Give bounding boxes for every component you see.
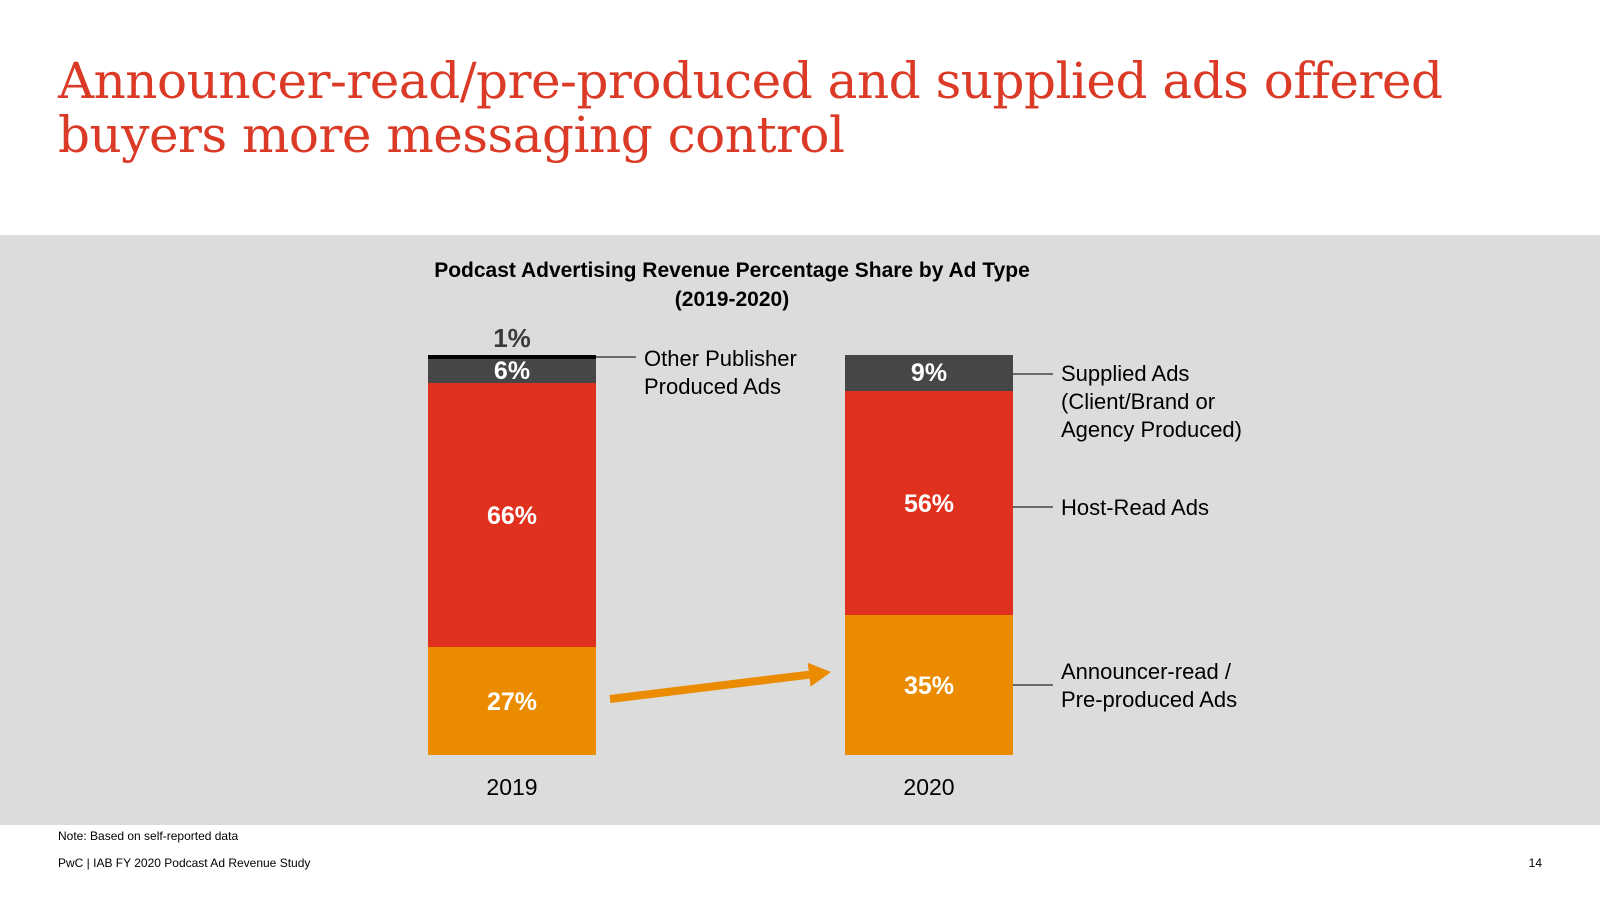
bar-2020-supplied-ads-client-brand-or-agency-produced- <box>845 355 1013 391</box>
footnote: Note: Based on self-reported data <box>58 829 239 843</box>
legend-label-0-line-0: Other Publisher <box>644 346 797 371</box>
bar-2019-host-read-ads <box>428 383 596 647</box>
legend-label-0-line-1: Produced Ads <box>644 374 781 399</box>
legend-label-1-line-1: (Client/Brand or <box>1061 389 1215 414</box>
legend-label-1-line-2: Agency Produced) <box>1061 417 1242 442</box>
growth-arrow-shaft <box>609 670 810 703</box>
chart-panel: Podcast Advertising Revenue Percentage S… <box>0 235 1600 825</box>
chart-subtitle: (2019-2020) <box>675 288 789 311</box>
growth-arrow-head <box>807 662 831 687</box>
chart-title: Podcast Advertising Revenue Percentage S… <box>434 259 1030 282</box>
bar-2020-announcer-read-pre-produced-ads <box>845 615 1013 755</box>
x-tick-label-2020: 2020 <box>903 774 954 800</box>
stacked-bar-chart: Podcast Advertising Revenue Percentage S… <box>428 259 1242 800</box>
legend-label-3-line-1: Pre-produced Ads <box>1061 687 1237 712</box>
bar-2019-announcer-read-pre-produced-ads <box>428 647 596 755</box>
data-label-2019-1: 66% <box>487 502 537 530</box>
footer-source: PwC | IAB FY 2020 Podcast Ad Revenue Stu… <box>58 856 311 870</box>
data-label-2019-0: 27% <box>487 688 537 716</box>
data-label-2020-2: 9% <box>911 359 947 387</box>
data-label-2019-3: 1% <box>493 323 531 353</box>
bar-2020-host-read-ads <box>845 391 1013 615</box>
legend-label-2-line-0: Host-Read Ads <box>1061 495 1209 520</box>
bar-2019-other-publisher-produced-ads <box>428 355 596 359</box>
data-label-2020-1: 56% <box>904 490 954 518</box>
page-number: 14 <box>1528 856 1542 870</box>
slide-title: Announcer-read/pre-produced and supplied… <box>58 52 1443 164</box>
bar-2019-supplied-ads-client-brand-or-agency-produced- <box>428 359 596 383</box>
legend-label-1-line-0: Supplied Ads <box>1061 361 1189 386</box>
data-label-2020-0: 35% <box>904 672 954 700</box>
data-label-2019-2: 6% <box>494 357 530 385</box>
x-tick-label-2019: 2019 <box>486 774 537 800</box>
legend-label-3-line-0: Announcer-read / <box>1061 659 1232 684</box>
